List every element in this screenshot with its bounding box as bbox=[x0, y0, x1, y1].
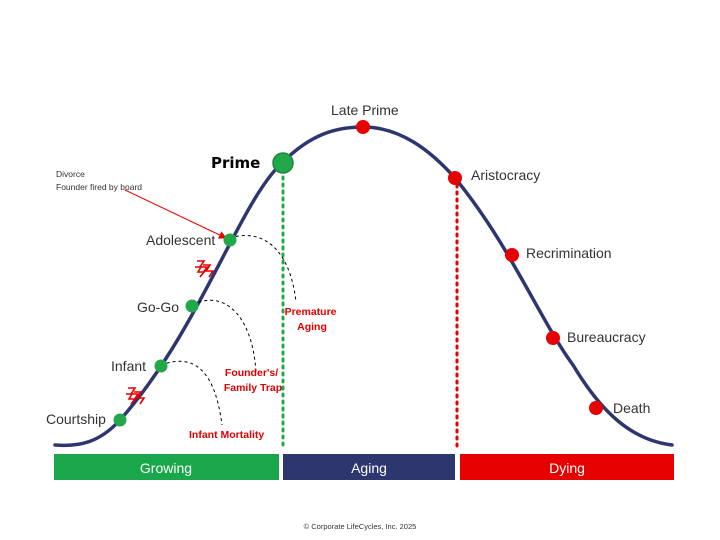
courtship-label: Courtship bbox=[46, 411, 106, 427]
infant-mortality-connector bbox=[160, 360, 223, 426]
aging-label: Aging bbox=[351, 460, 387, 476]
premature-aging-label: Premature Aging bbox=[285, 306, 340, 333]
gogo-dot bbox=[185, 299, 199, 313]
aging-band bbox=[283, 454, 455, 480]
growing-label: Growing bbox=[140, 460, 192, 476]
courtship-dot bbox=[113, 413, 127, 427]
aristocracy-label: Aristocracy bbox=[471, 167, 540, 183]
gogo-label: Go-Go bbox=[137, 299, 179, 315]
death-label: Death bbox=[613, 400, 650, 416]
bureaucracy-label: Bureaucracy bbox=[567, 329, 646, 345]
recrimination-dot bbox=[505, 248, 519, 262]
founders-trap-label: Founder's/ Family Trap bbox=[224, 367, 282, 394]
dying-band bbox=[460, 454, 674, 480]
bureaucracy-dot bbox=[546, 331, 560, 345]
infant-dot bbox=[154, 359, 168, 373]
adolescent-label: Adolescent bbox=[146, 232, 215, 248]
prime-label: Prime bbox=[211, 154, 260, 172]
divorce-arrow bbox=[124, 189, 227, 239]
break-icon bbox=[195, 260, 215, 278]
prime-dot bbox=[272, 152, 294, 174]
copyright-text: © Corporate LifeCycles, Inc. 2025 bbox=[304, 522, 417, 531]
premature-aging-connector bbox=[229, 235, 297, 303]
founders-trap-connector bbox=[192, 299, 257, 373]
premature-aging-line2: Aging bbox=[297, 321, 327, 333]
late-prime-dot bbox=[356, 120, 370, 134]
dying-label: Dying bbox=[549, 460, 585, 476]
premature-aging-line1: Premature bbox=[285, 306, 337, 318]
lifecycle-curve bbox=[53, 125, 674, 448]
death-dot bbox=[589, 401, 603, 415]
adolescent-dot bbox=[223, 233, 237, 247]
late-prime-label: Late Prime bbox=[331, 102, 399, 118]
divorce-annotation: Divorce Founder fired by board bbox=[56, 169, 142, 192]
aristocracy-dot bbox=[448, 171, 462, 185]
founders-trap-line2: Family Trap bbox=[224, 382, 282, 394]
infant-label: Infant bbox=[111, 358, 146, 374]
divorce-line2: Founder fired by board bbox=[56, 182, 142, 192]
infant-mortality-label: Infant Mortality bbox=[189, 429, 264, 441]
break-icon bbox=[126, 387, 146, 405]
recrimination-label: Recrimination bbox=[526, 245, 612, 261]
founders-trap-line1: Founder's/ bbox=[225, 367, 278, 379]
growing-band bbox=[54, 454, 279, 480]
divorce-line1: Divorce bbox=[56, 169, 85, 179]
